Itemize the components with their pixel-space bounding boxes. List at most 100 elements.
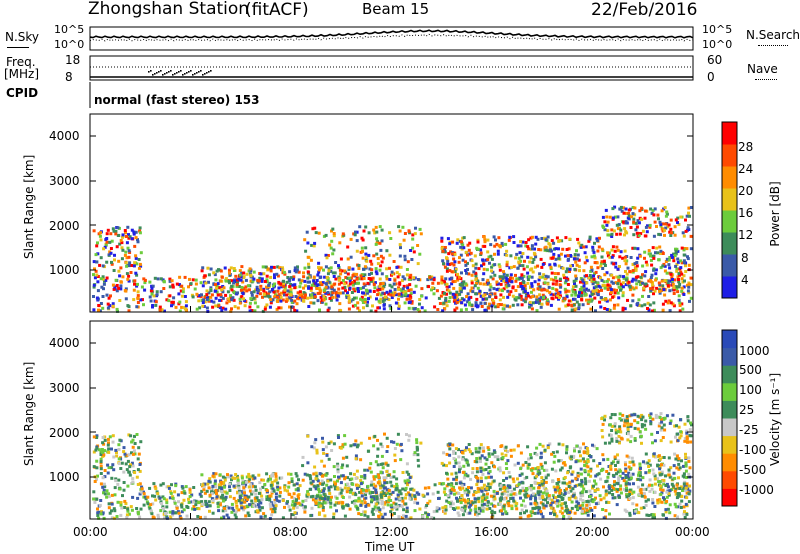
heatmap-cell: [621, 256, 625, 260]
heatmap-cell: [507, 504, 511, 508]
heatmap-cell: [530, 307, 534, 311]
heatmap-cell: [683, 484, 687, 487]
heatmap-cell: [127, 255, 131, 259]
heatmap-cell: [670, 482, 674, 486]
heatmap-cell: [151, 305, 154, 309]
heatmap-cell: [683, 489, 687, 493]
heatmap-cell: [214, 485, 218, 489]
heatmap-cell: [625, 488, 629, 492]
heatmap-cell: [290, 495, 294, 499]
heatmap-cell: [467, 301, 471, 305]
heatmap-cell: [269, 507, 273, 511]
heatmap-cell: [379, 254, 383, 258]
heatmap-cell: [532, 486, 536, 490]
heatmap-cell: [357, 267, 361, 270]
heatmap-cell: [136, 240, 140, 244]
heatmap-cell: [506, 295, 510, 299]
heatmap-cell: [551, 286, 555, 290]
heatmap-cell: [194, 503, 198, 507]
heatmap-cell: [557, 256, 561, 260]
heatmap-cell: [674, 264, 678, 268]
heatmap-cell: [628, 511, 632, 515]
heatmap-cell: [637, 511, 641, 515]
heatmap-cell: [247, 288, 251, 292]
heatmap-cell: [468, 511, 472, 515]
heatmap-cell: [624, 482, 628, 486]
heatmap-cell: [242, 484, 246, 488]
heatmap-cell: [616, 470, 620, 474]
heatmap-cell: [591, 282, 595, 286]
heatmap-cell: [523, 300, 527, 304]
heatmap-cell: [442, 451, 446, 455]
heatmap-cell: [265, 472, 269, 476]
heatmap-cell: [454, 471, 458, 475]
heatmap-cell: [481, 294, 485, 298]
freq-dot: [192, 74, 194, 76]
heatmap-cell: [568, 237, 572, 241]
heatmap-cell: [664, 516, 668, 520]
heatmap-cell: [493, 292, 497, 296]
heatmap-cell: [127, 433, 131, 437]
heatmap-cell: [211, 484, 215, 488]
heatmap-cell: [338, 486, 342, 490]
heatmap-cell: [457, 491, 461, 495]
heatmap-cell: [558, 294, 562, 298]
heatmap-cell: [150, 284, 154, 288]
heatmap-cell: [583, 281, 587, 285]
heatmap-cell: [263, 483, 267, 486]
heatmap-cell: [92, 285, 96, 289]
heatmap-cell: [430, 275, 434, 279]
heatmap-cell: [158, 496, 162, 500]
heatmap-cell: [381, 287, 385, 291]
heatmap-cell: [226, 505, 229, 509]
heatmap-cell: [116, 482, 120, 486]
heatmap-cell: [281, 268, 285, 272]
heatmap-cell: [125, 264, 129, 268]
heatmap-cell: [134, 271, 138, 275]
heatmap-cell: [647, 470, 651, 474]
heatmap-cell: [512, 265, 516, 269]
heatmap-cell: [138, 262, 142, 266]
heatmap-cell: [647, 465, 651, 468]
heatmap-cell: [527, 238, 531, 242]
heatmap-cell: [187, 285, 190, 289]
heatmap-cell: [378, 284, 382, 288]
heatmap-cell: [538, 442, 542, 446]
heatmap-cell: [610, 235, 614, 238]
heatmap-cell: [644, 225, 648, 229]
heatmap-cell: [117, 457, 121, 461]
heatmap-cell: [669, 234, 673, 237]
heatmap-cell: [352, 287, 356, 291]
freq-dot: [182, 74, 184, 76]
heatmap-cell: [601, 297, 605, 301]
heatmap-cell: [505, 263, 509, 267]
heatmap-cell: [683, 516, 687, 519]
heatmap-cell: [354, 499, 358, 503]
heatmap-cell: [280, 291, 283, 295]
heatmap-cell: [664, 226, 668, 230]
heatmap-cell: [287, 505, 291, 509]
heatmap-cell: [116, 500, 120, 504]
heatmap-cell: [266, 267, 270, 271]
heatmap-cell: [398, 504, 402, 507]
heatmap-cell: [148, 295, 152, 299]
heatmap-cell: [318, 288, 322, 292]
heatmap-cell: [597, 472, 601, 476]
heatmap-cell: [514, 298, 518, 302]
heatmap-cell: [123, 506, 126, 509]
heatmap-cell: [611, 487, 615, 491]
heatmap-cell: [531, 467, 535, 471]
heatmap-cell: [576, 474, 580, 478]
heatmap-cell: [525, 488, 529, 492]
heatmap-cell: [243, 491, 246, 495]
heatmap-cell: [636, 256, 640, 260]
heatmap-cell: [229, 266, 233, 270]
heatmap-cell: [95, 477, 98, 481]
heatmap-cell: [459, 245, 463, 249]
heatmap-cell: [646, 301, 650, 305]
heatmap-cell: [613, 496, 617, 500]
heatmap-cell: [688, 466, 692, 470]
heatmap-cell: [276, 488, 280, 492]
heatmap-cell: [585, 298, 588, 302]
heatmap-cell: [677, 280, 681, 284]
